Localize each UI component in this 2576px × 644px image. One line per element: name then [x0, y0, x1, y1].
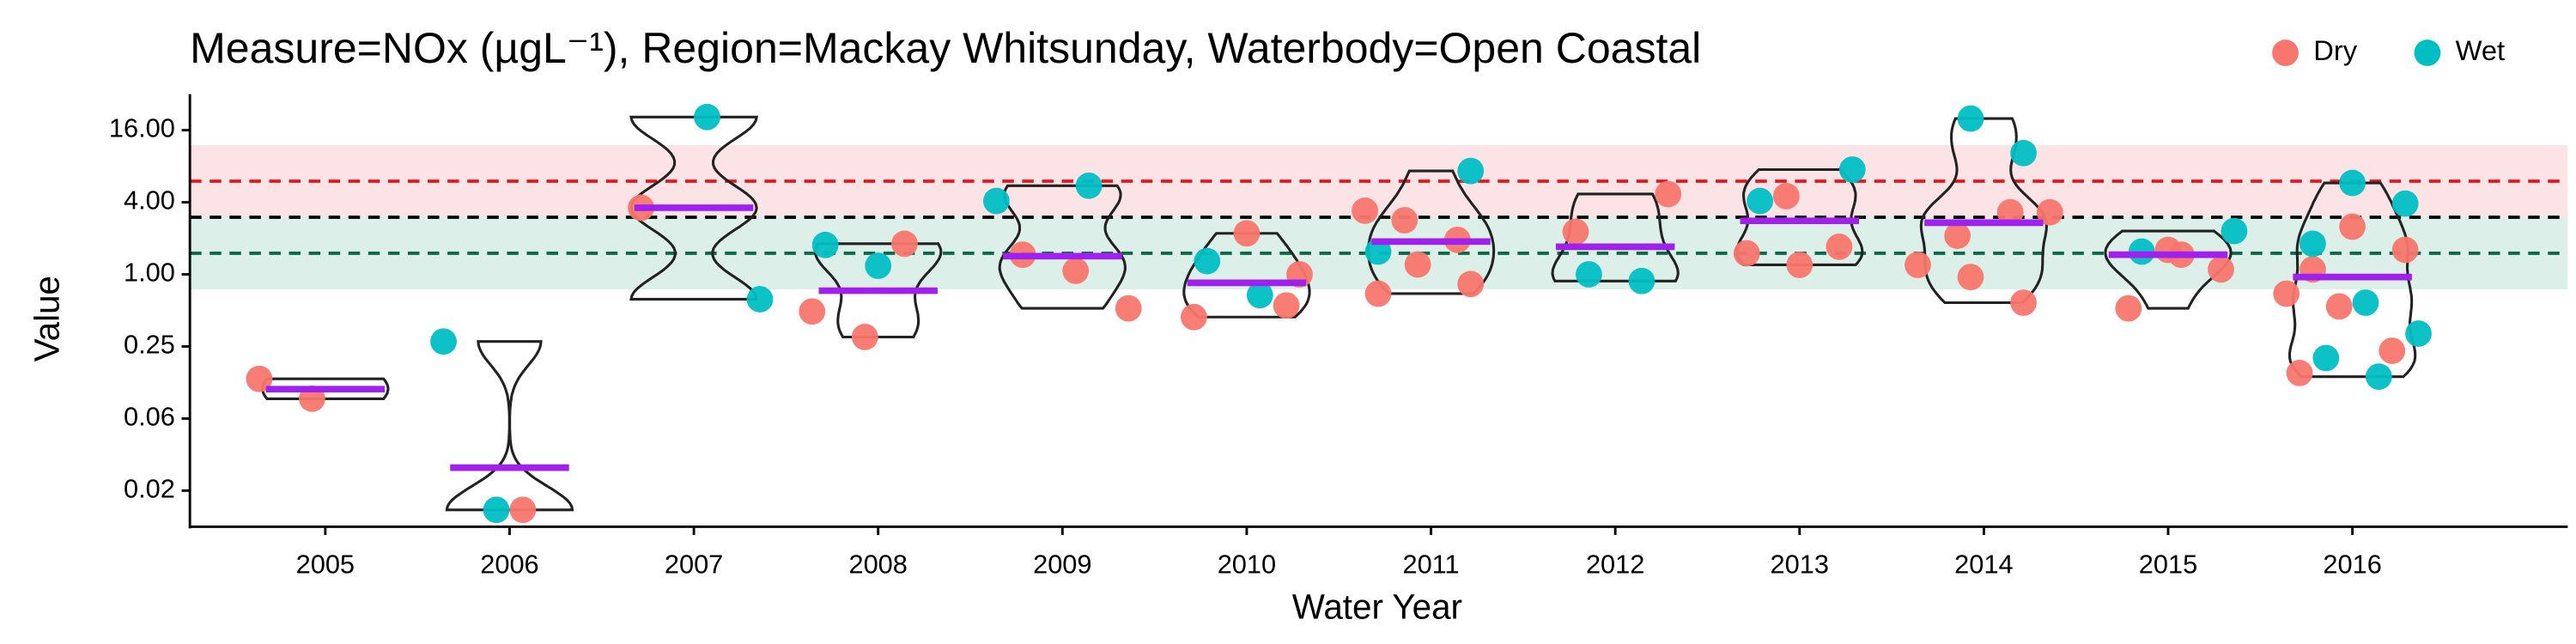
point-dry — [1905, 252, 1931, 278]
point-dry — [2325, 293, 2353, 320]
point-wet — [1838, 156, 1866, 183]
violin — [1551, 192, 1680, 283]
legend-swatch — [2272, 39, 2299, 66]
point-dry — [1826, 234, 1853, 260]
point-wet — [1576, 261, 1602, 288]
point-wet — [2366, 363, 2392, 390]
point-dry — [1391, 207, 1419, 234]
point-dry — [1957, 264, 1984, 291]
point-dry — [2286, 360, 2313, 386]
point-dry — [1364, 280, 1392, 307]
x-tick-label: 2008 — [848, 550, 907, 580]
legend-label: Wet — [2456, 34, 2506, 66]
point-dry — [2036, 198, 2063, 226]
point-wet — [1957, 105, 1984, 132]
point-dry — [1457, 270, 1485, 298]
legend-swatch — [2414, 39, 2441, 66]
point-dry — [1352, 197, 1378, 224]
violin — [1735, 167, 1864, 267]
point-wet — [2405, 320, 2432, 347]
point-dry — [1996, 198, 2024, 226]
point-wet — [2339, 169, 2366, 197]
x-tick-label: 2006 — [480, 550, 538, 580]
point-wet — [865, 252, 892, 279]
point-dry — [2115, 295, 2142, 322]
violin — [2104, 229, 2233, 310]
point-wet — [1628, 267, 1656, 295]
point-wet — [1075, 172, 1103, 199]
violin — [445, 340, 574, 512]
violin — [2288, 181, 2417, 379]
point-wet — [694, 103, 720, 131]
point-wet — [983, 187, 1010, 215]
point-wet — [1457, 157, 1485, 185]
point-dry — [1115, 295, 1142, 322]
point-dry — [2339, 213, 2366, 240]
point-dry — [2379, 337, 2406, 364]
point-dry — [246, 365, 273, 392]
y-tick-label: 0.25 — [124, 330, 175, 360]
y-tick-label: 16.00 — [109, 113, 175, 143]
point-dry — [891, 230, 918, 258]
x-tick-label: 2015 — [2139, 550, 2197, 580]
y-tick-label: 4.00 — [124, 185, 175, 216]
x-tick-label: 2009 — [1033, 550, 1091, 580]
point-wet — [1747, 187, 1773, 215]
point-wet — [483, 496, 510, 524]
violin — [1182, 232, 1311, 319]
point-dry — [2010, 289, 2037, 316]
chart-title: Measure=NOx (µgL⁻¹), Region=Mackay Whits… — [190, 24, 1701, 72]
violin — [629, 115, 759, 301]
x-tick-label: 2013 — [1771, 550, 1829, 580]
point-wet — [2300, 230, 2326, 258]
x-tick-label: 2010 — [1218, 550, 1276, 580]
point-dry — [1655, 180, 1682, 208]
y-tick-label: 0.06 — [124, 402, 175, 432]
point-wet — [1246, 282, 1273, 309]
point-wet — [2352, 289, 2379, 316]
plot-root: Measure=NOx (µgL⁻¹), Region=Mackay Whits… — [27, 24, 2568, 626]
point-dry — [851, 324, 878, 350]
point-dry — [1273, 292, 1300, 319]
point-wet — [1364, 238, 1392, 265]
violin — [1919, 117, 2049, 305]
point-wet — [811, 231, 839, 258]
y-tick-label: 0.02 — [124, 474, 175, 504]
point-dry — [799, 298, 826, 325]
point-wet — [1194, 247, 1221, 275]
legend-label: Dry — [2313, 34, 2357, 66]
violin — [998, 184, 1127, 310]
x-tick-label: 2012 — [1586, 550, 1644, 580]
point-dry — [1181, 303, 1207, 331]
point-dry — [1233, 220, 1261, 247]
x-axis-label: Water Year — [1292, 586, 1462, 626]
point-dry — [1062, 258, 1090, 284]
y-tick-label: 1.00 — [124, 258, 175, 288]
point-wet — [430, 328, 457, 355]
point-dry — [1786, 252, 1814, 278]
point-dry — [1562, 218, 1589, 246]
point-wet — [2312, 344, 2340, 372]
y-axis-label: Value — [27, 276, 66, 361]
x-tick-label: 2005 — [296, 550, 355, 580]
x-tick-label: 2007 — [665, 550, 723, 580]
point-dry — [1733, 240, 1760, 267]
point-dry — [2273, 280, 2300, 307]
point-dry — [1773, 183, 1800, 210]
point-dry — [2391, 236, 2419, 264]
point-dry — [509, 496, 537, 524]
x-tick-label: 2016 — [2323, 550, 2381, 580]
point-dry — [2208, 256, 2234, 283]
x-tick-label: 2011 — [1402, 550, 1459, 580]
point-wet — [2221, 217, 2248, 245]
point-wet — [2010, 139, 2037, 167]
point-dry — [1404, 251, 1431, 278]
point-wet — [746, 286, 774, 313]
point-dry — [1944, 222, 1971, 249]
x-tick-label: 2014 — [1954, 550, 2013, 580]
point-wet — [2391, 190, 2419, 217]
